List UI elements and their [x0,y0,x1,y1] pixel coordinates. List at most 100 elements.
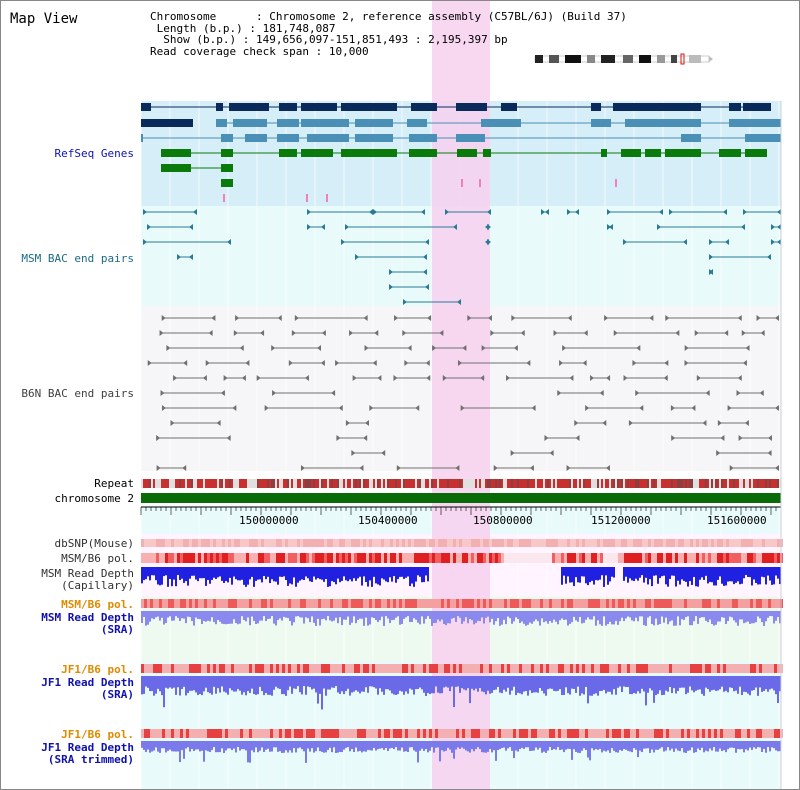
msm-depth-cap-bar [149,567,151,581]
jf1-pol2-cell [528,729,531,738]
track-label-msm-b6-pol-2[interactable]: MSM/B6 pol. [61,598,134,611]
repeat-segment [763,479,765,488]
dbsnp-cell [708,539,711,547]
msm-depth-sra-bar [459,611,461,618]
jf1-depth-trim-bar [205,741,207,751]
jf1-depth-sra-bar [469,676,471,704]
gene-exon [341,103,397,111]
jf1-pol-cell [768,664,771,673]
gene-exon [745,134,781,142]
jf1-depth-trim-bar [415,741,417,752]
track-label-msm-depth-sra[interactable]: MSM Read Depth (SRA) [41,612,134,636]
msm-pol-cell [183,553,186,563]
dbsnp-cell [732,539,735,547]
track-label-chromosome[interactable]: chromosome 2 [54,492,134,505]
jf1-pol2-cell [723,729,726,738]
jf1-pol2-cell [447,729,450,738]
jf1-depth-sra-bar [633,676,635,694]
jf1-depth-trim-bar [373,741,375,748]
jf1-depth-sra-bar [609,676,611,692]
jf1-depth-trim-bar [631,741,633,753]
track-label-msm-depth-cap[interactable]: MSM Read Depth (Capillary) [41,568,134,592]
track-label-repeat[interactable]: Repeat [94,477,134,490]
jf1-depth-sra-bar [641,676,643,689]
repeat-segment [589,479,591,488]
msm-pol2-cell [555,599,558,608]
jf1-pol2-cell [480,729,483,738]
jf1-depth-trim-bar [573,741,575,750]
jf1-depth-sra-bar [431,676,433,694]
msm-bac-end [355,254,359,260]
msm-pol-cell [255,553,258,563]
jf1-depth-trim-bar [471,741,473,750]
msm-depth-sra-bar [555,611,557,622]
msm-depth-sra-bar [769,611,771,617]
track-label-msm-b6-pol[interactable]: MSM/B6 pol. [61,552,134,565]
track-label-refseq[interactable]: RefSeq Genes [54,147,134,160]
msm-depth-sra-bar [525,611,527,626]
jf1-pol2-cell [384,729,387,738]
jf1-pol2-cell [576,729,579,738]
repeat-segment [177,479,179,488]
repeat-segment [439,479,441,488]
chromosome-ideogram[interactable] [531,53,713,65]
track-label-msm-bac[interactable]: MSM BAC end pairs [21,252,134,265]
jf1-pol2-cell [465,729,468,738]
jf1-pol-cell [162,664,165,673]
gene-exon [645,149,661,157]
dbsnp-cell [657,539,660,547]
jf1-depth-trim-bar [567,741,569,749]
track-label-jf1-b6-pol-2[interactable]: JF1/B6 pol. [61,728,134,741]
b6n-bac-end [574,420,579,426]
track-label-jf1-depth-trim[interactable]: JF1 Read Depth (SRA trimmed) [41,742,134,766]
jf1-pol-cell [612,664,615,673]
msm-pol2-cell [507,599,510,608]
dbsnp-cell [159,539,162,547]
msm-pol2-cell [354,599,357,608]
dbsnp-cell [204,539,207,547]
jf1-depth-trim-bar [627,741,629,751]
msm-depth-sra-bar [713,611,715,626]
msm-depth-cap-bar [227,567,229,583]
repeat-segment [513,479,515,488]
jf1-depth-trim-bar [351,741,353,750]
b6n-bac-end [272,390,277,396]
msm-pol2-cell [216,599,219,608]
jf1-depth-sra-bar [341,676,343,692]
msm-depth-sra-bar [173,611,175,621]
jf1-depth-trim-bar [637,741,639,758]
jf1-depth-sra-bar [213,676,215,687]
msm-pol-cell [330,553,333,563]
jf1-pol-cell [579,664,582,673]
jf1-pol-cell [615,664,618,673]
msm-depth-cap-bar [753,567,755,580]
track-label-jf1-b6-pol[interactable]: JF1/B6 pol. [61,663,134,676]
jf1-depth-trim-bar [513,741,515,759]
msm-pol2-cell [318,599,321,608]
dbsnp-cell [378,539,381,547]
dbsnp-cell [357,539,360,547]
msm-depth-sra-bar [471,611,473,621]
jf1-depth-trim-bar [305,741,307,763]
dbsnp-cell [603,539,606,547]
dbsnp-cell [156,539,159,547]
msm-depth-cap-bar [287,567,289,586]
dbsnp-cell [531,539,534,547]
jf1-pol-cell [660,664,663,673]
b6n-bac-end [759,390,764,396]
track-label-dbsnp[interactable]: dbSNP(Mouse) [54,537,134,550]
jf1-pol-cell [573,664,576,673]
gene-exon [221,179,233,187]
jf1-depth-trim-bar [591,741,593,749]
repeat-segment [311,479,313,488]
track-label-jf1-depth-sra[interactable]: JF1 Read Depth (SRA) [41,677,134,701]
track-label-b6n-bac[interactable]: B6N BAC end pairs [21,387,134,400]
jf1-pol-cell [408,664,411,673]
jf1-depth-trim-bar [609,741,611,753]
dbsnp-cell [459,539,462,547]
jf1-depth-sra-bar [733,676,735,692]
jf1-depth-sra-bar [651,676,653,691]
jf1-depth-sra-bar [151,676,153,692]
repeat-segment [391,479,393,488]
